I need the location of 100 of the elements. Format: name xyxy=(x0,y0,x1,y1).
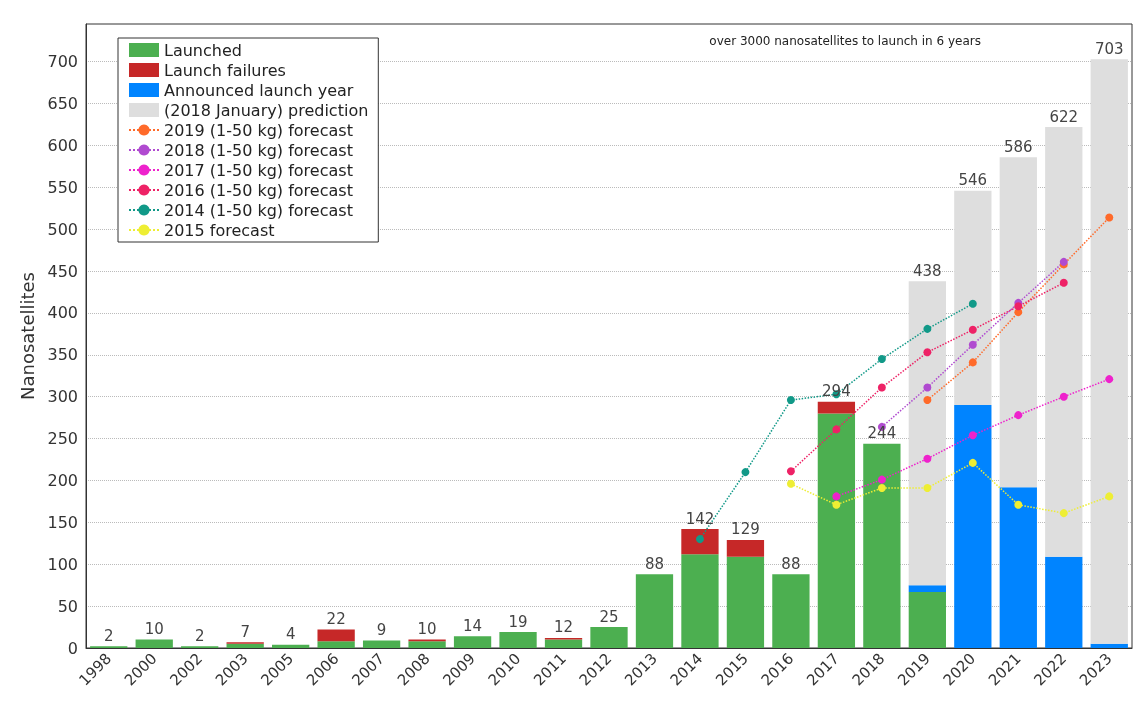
point xyxy=(832,500,841,509)
point xyxy=(786,396,795,405)
y-tick-label: 350 xyxy=(47,345,78,365)
legend-label: (2018 January) prediction xyxy=(164,100,369,120)
y-tick-label: 200 xyxy=(47,470,78,490)
point xyxy=(968,458,977,467)
total-label: 142 xyxy=(685,509,715,528)
point xyxy=(1105,492,1114,501)
point xyxy=(968,325,977,334)
bar xyxy=(1090,59,1128,644)
total-label: 586 xyxy=(1003,137,1033,156)
bar xyxy=(1045,127,1083,557)
point xyxy=(877,355,886,364)
bar xyxy=(908,591,946,648)
bar xyxy=(817,401,856,414)
y-tick-label: 600 xyxy=(47,135,78,155)
legend-label: Launch failures xyxy=(164,60,286,80)
bar xyxy=(999,487,1037,648)
point xyxy=(968,358,977,367)
bar xyxy=(590,627,628,648)
legend-label: 2017 (1-50 kg) forecast xyxy=(164,160,353,180)
bar xyxy=(999,157,1037,488)
total-label: 4 xyxy=(285,625,296,644)
point xyxy=(1059,278,1068,287)
point xyxy=(786,467,795,476)
bar xyxy=(317,641,355,648)
y-tick-label: 100 xyxy=(47,554,78,574)
y-tick-label: 50 xyxy=(57,596,78,616)
y-tick-label: 400 xyxy=(47,303,78,323)
legend-label: 2019 (1-50 kg) forecast xyxy=(164,120,353,140)
point xyxy=(832,492,841,501)
bar xyxy=(681,529,719,555)
bar xyxy=(544,639,583,648)
point xyxy=(968,299,977,308)
point xyxy=(877,383,886,392)
total-label: 703 xyxy=(1094,39,1124,58)
point xyxy=(1014,302,1023,311)
y-tick-label: 150 xyxy=(47,512,78,532)
bar xyxy=(1090,643,1128,648)
bar xyxy=(772,574,810,648)
bar xyxy=(817,413,856,648)
total-label: 7 xyxy=(240,622,250,641)
bar xyxy=(908,281,946,586)
total-label: 14 xyxy=(463,616,483,635)
point xyxy=(832,425,841,434)
bar xyxy=(954,405,992,648)
total-label: 9 xyxy=(376,620,387,639)
bar xyxy=(453,636,492,648)
total-label: 244 xyxy=(867,424,897,443)
y-tick-label: 250 xyxy=(47,429,78,449)
bar xyxy=(635,574,674,648)
point xyxy=(1014,500,1023,509)
point xyxy=(968,431,977,440)
point xyxy=(1014,411,1023,420)
point xyxy=(923,383,932,392)
y-tick-label: 450 xyxy=(47,261,78,281)
bar xyxy=(908,585,946,592)
total-label: 129 xyxy=(731,520,760,539)
point xyxy=(923,396,932,405)
point xyxy=(1059,509,1068,518)
point xyxy=(877,484,886,493)
total-label: 10 xyxy=(417,620,437,639)
total-label: 622 xyxy=(1049,107,1079,126)
point xyxy=(877,475,886,484)
point xyxy=(741,468,750,477)
y-tick-label: 0 xyxy=(67,638,78,658)
bar xyxy=(726,539,765,557)
total-label: 88 xyxy=(644,554,665,573)
legend-label: 2018 (1-50 kg) forecast xyxy=(164,140,353,160)
bar xyxy=(317,629,355,642)
bar xyxy=(726,556,765,648)
total-label: 12 xyxy=(553,618,574,637)
total-label: 294 xyxy=(822,382,851,401)
total-label: 10 xyxy=(144,620,164,639)
legend-label: 2014 (1-50 kg) forecast xyxy=(164,200,353,220)
y-tick-label: 500 xyxy=(47,219,78,239)
y-tick-label: 700 xyxy=(47,52,78,72)
total-label: 2 xyxy=(194,626,205,645)
y-tick-label: 550 xyxy=(47,177,78,197)
y-axis-title: Nanosatellites xyxy=(16,272,38,400)
y-tick-label: 650 xyxy=(47,94,78,114)
bar xyxy=(408,641,446,648)
point xyxy=(1105,213,1114,222)
bar xyxy=(362,640,401,648)
total-label: 88 xyxy=(781,554,801,573)
point xyxy=(695,535,704,544)
text: over 3000 nanosatellites to launch in 6 years xyxy=(709,34,981,48)
total-label: 19 xyxy=(508,612,528,631)
legend-label: Launched xyxy=(164,40,242,60)
y-tick-label: 300 xyxy=(47,387,78,407)
point xyxy=(923,484,932,493)
legend-label: 2016 (1-50 kg) forecast xyxy=(164,180,353,200)
total-label: 22 xyxy=(326,610,346,629)
bar xyxy=(226,643,264,648)
legend-label: 2015 forecast xyxy=(164,220,275,240)
bar xyxy=(499,632,537,648)
point xyxy=(923,454,932,463)
bar xyxy=(1045,556,1083,648)
point xyxy=(968,340,977,349)
point xyxy=(1059,392,1068,401)
